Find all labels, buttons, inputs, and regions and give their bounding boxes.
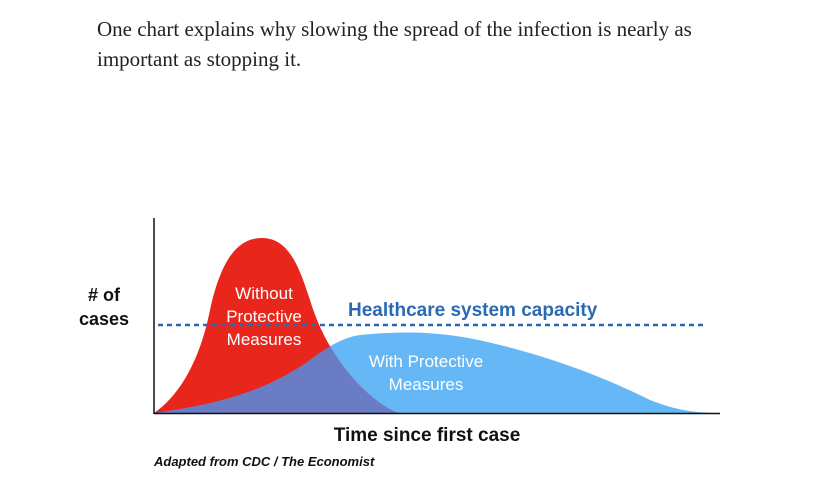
source-credit: Adapted from CDC / The Economist <box>153 454 375 469</box>
series-label-without-line3: Measures <box>227 330 302 349</box>
y-axis-label-line2: cases <box>78 309 130 329</box>
capacity-label: Healthcare system capacity <box>348 300 598 321</box>
series-label-with-line1: With Protective <box>369 352 483 371</box>
y-axis-label-line1: # of <box>87 285 120 305</box>
article-paragraph: One chart explains why slowing the sprea… <box>97 17 692 71</box>
y-axis-label: # of cases <box>72 283 136 331</box>
x-axis-label: Time since first case <box>334 425 521 446</box>
area-overlap <box>154 332 400 413</box>
series-label-without-line1: Without <box>235 284 293 303</box>
series-label-with-line2: Measures <box>389 375 464 394</box>
series-label-without-line2: Protective <box>226 307 302 326</box>
